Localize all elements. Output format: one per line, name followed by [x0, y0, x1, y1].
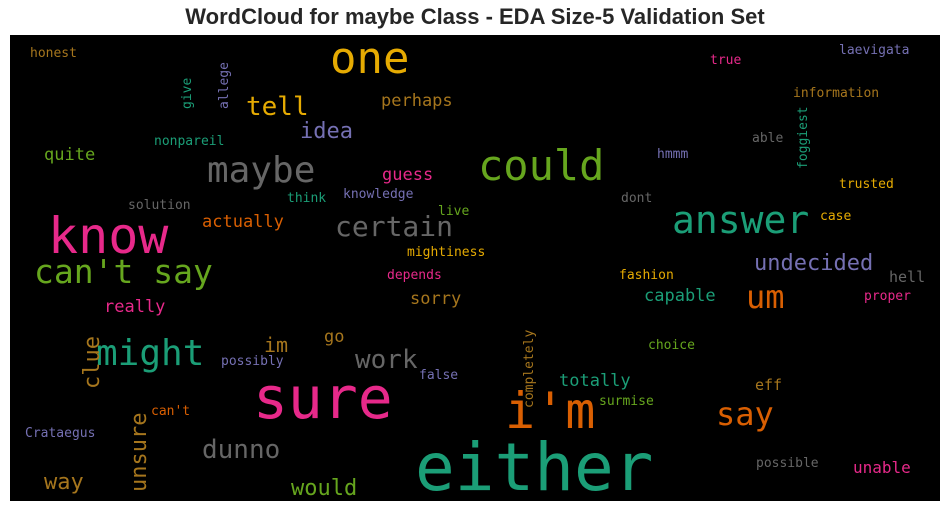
word-um: um: [746, 278, 785, 316]
word-hmmm: hmmm: [657, 147, 688, 162]
word-either: either: [415, 429, 653, 501]
word-answer: answer: [672, 198, 809, 242]
word-surmise: surmise: [599, 394, 654, 409]
word-crataegus: Crataegus: [25, 426, 95, 441]
chart-title: WordCloud for maybe Class - EDA Size-5 V…: [185, 4, 765, 29]
word-nonpareil: nonpareil: [154, 134, 224, 149]
word-laevigata: laevigata: [839, 43, 909, 58]
word-depends: depends: [387, 268, 442, 283]
word-certain: certain: [335, 210, 453, 243]
word-think: think: [287, 191, 326, 206]
word-eff: eff: [755, 376, 782, 394]
word-would: would: [291, 476, 357, 501]
word-im: im: [264, 333, 288, 357]
word-i-m: i'm: [505, 382, 595, 440]
wordcloud-canvas: either sure know i'm one could answer maybe migh…: [10, 35, 940, 501]
word-completely: completely: [522, 330, 537, 408]
word-hell: hell: [889, 268, 925, 286]
word-unable: unable: [853, 458, 911, 477]
word-allege: allege: [217, 62, 232, 109]
word-unsure: unsure: [127, 413, 152, 492]
wordcloud-background: [10, 35, 940, 501]
word-can-t: can't: [151, 404, 190, 419]
word-capable: capable: [644, 286, 716, 306]
word-dunno: dunno: [202, 435, 280, 465]
word-live: live: [438, 204, 469, 219]
word-tell: tell: [246, 92, 309, 122]
word-possible: possible: [756, 456, 819, 471]
word-information: information: [793, 86, 879, 101]
word-way: way: [44, 470, 84, 495]
word-able: able: [752, 131, 783, 146]
word-could: could: [478, 141, 604, 190]
word-fashion: fashion: [619, 268, 674, 283]
word-solution: solution: [128, 198, 191, 213]
word-one: one: [330, 35, 409, 84]
word-totally: totally: [559, 371, 631, 391]
word-sure: sure: [253, 364, 393, 432]
word-give: give: [180, 78, 195, 109]
word-might: might: [96, 333, 204, 374]
word-proper: proper: [864, 289, 911, 304]
word-possibly: possibly: [221, 354, 284, 369]
word-undecided: undecided: [754, 251, 873, 276]
word-idea: idea: [300, 119, 353, 144]
word-trusted: trusted: [839, 177, 894, 192]
words-layer: either sure know i'm one could answer maybe migh…: [25, 35, 925, 501]
word-mightiness: mightiness: [407, 245, 485, 260]
word-can-t-say: can't say: [34, 252, 213, 291]
word-clue: clue: [80, 336, 105, 389]
word-say: say: [716, 395, 774, 433]
word-work: work: [355, 345, 418, 375]
word-go: go: [324, 327, 344, 347]
word-true: true: [710, 53, 741, 68]
word-perhaps: perhaps: [381, 91, 453, 111]
word-know: know: [48, 207, 169, 265]
word-guess: guess: [382, 165, 433, 185]
word-maybe: maybe: [207, 150, 315, 191]
word-dont: dont: [621, 191, 652, 206]
word-quite: quite: [44, 145, 95, 165]
word-false: false: [419, 368, 458, 383]
word-case: case: [820, 209, 851, 224]
word-sorry: sorry: [410, 289, 461, 309]
word-foggiest: foggiest: [796, 106, 811, 169]
word-really: really: [104, 297, 165, 317]
word-honest: honest: [30, 46, 77, 61]
word-knowledge: knowledge: [343, 187, 414, 202]
word-choice: choice: [648, 338, 695, 353]
word-actually: actually: [202, 212, 284, 232]
